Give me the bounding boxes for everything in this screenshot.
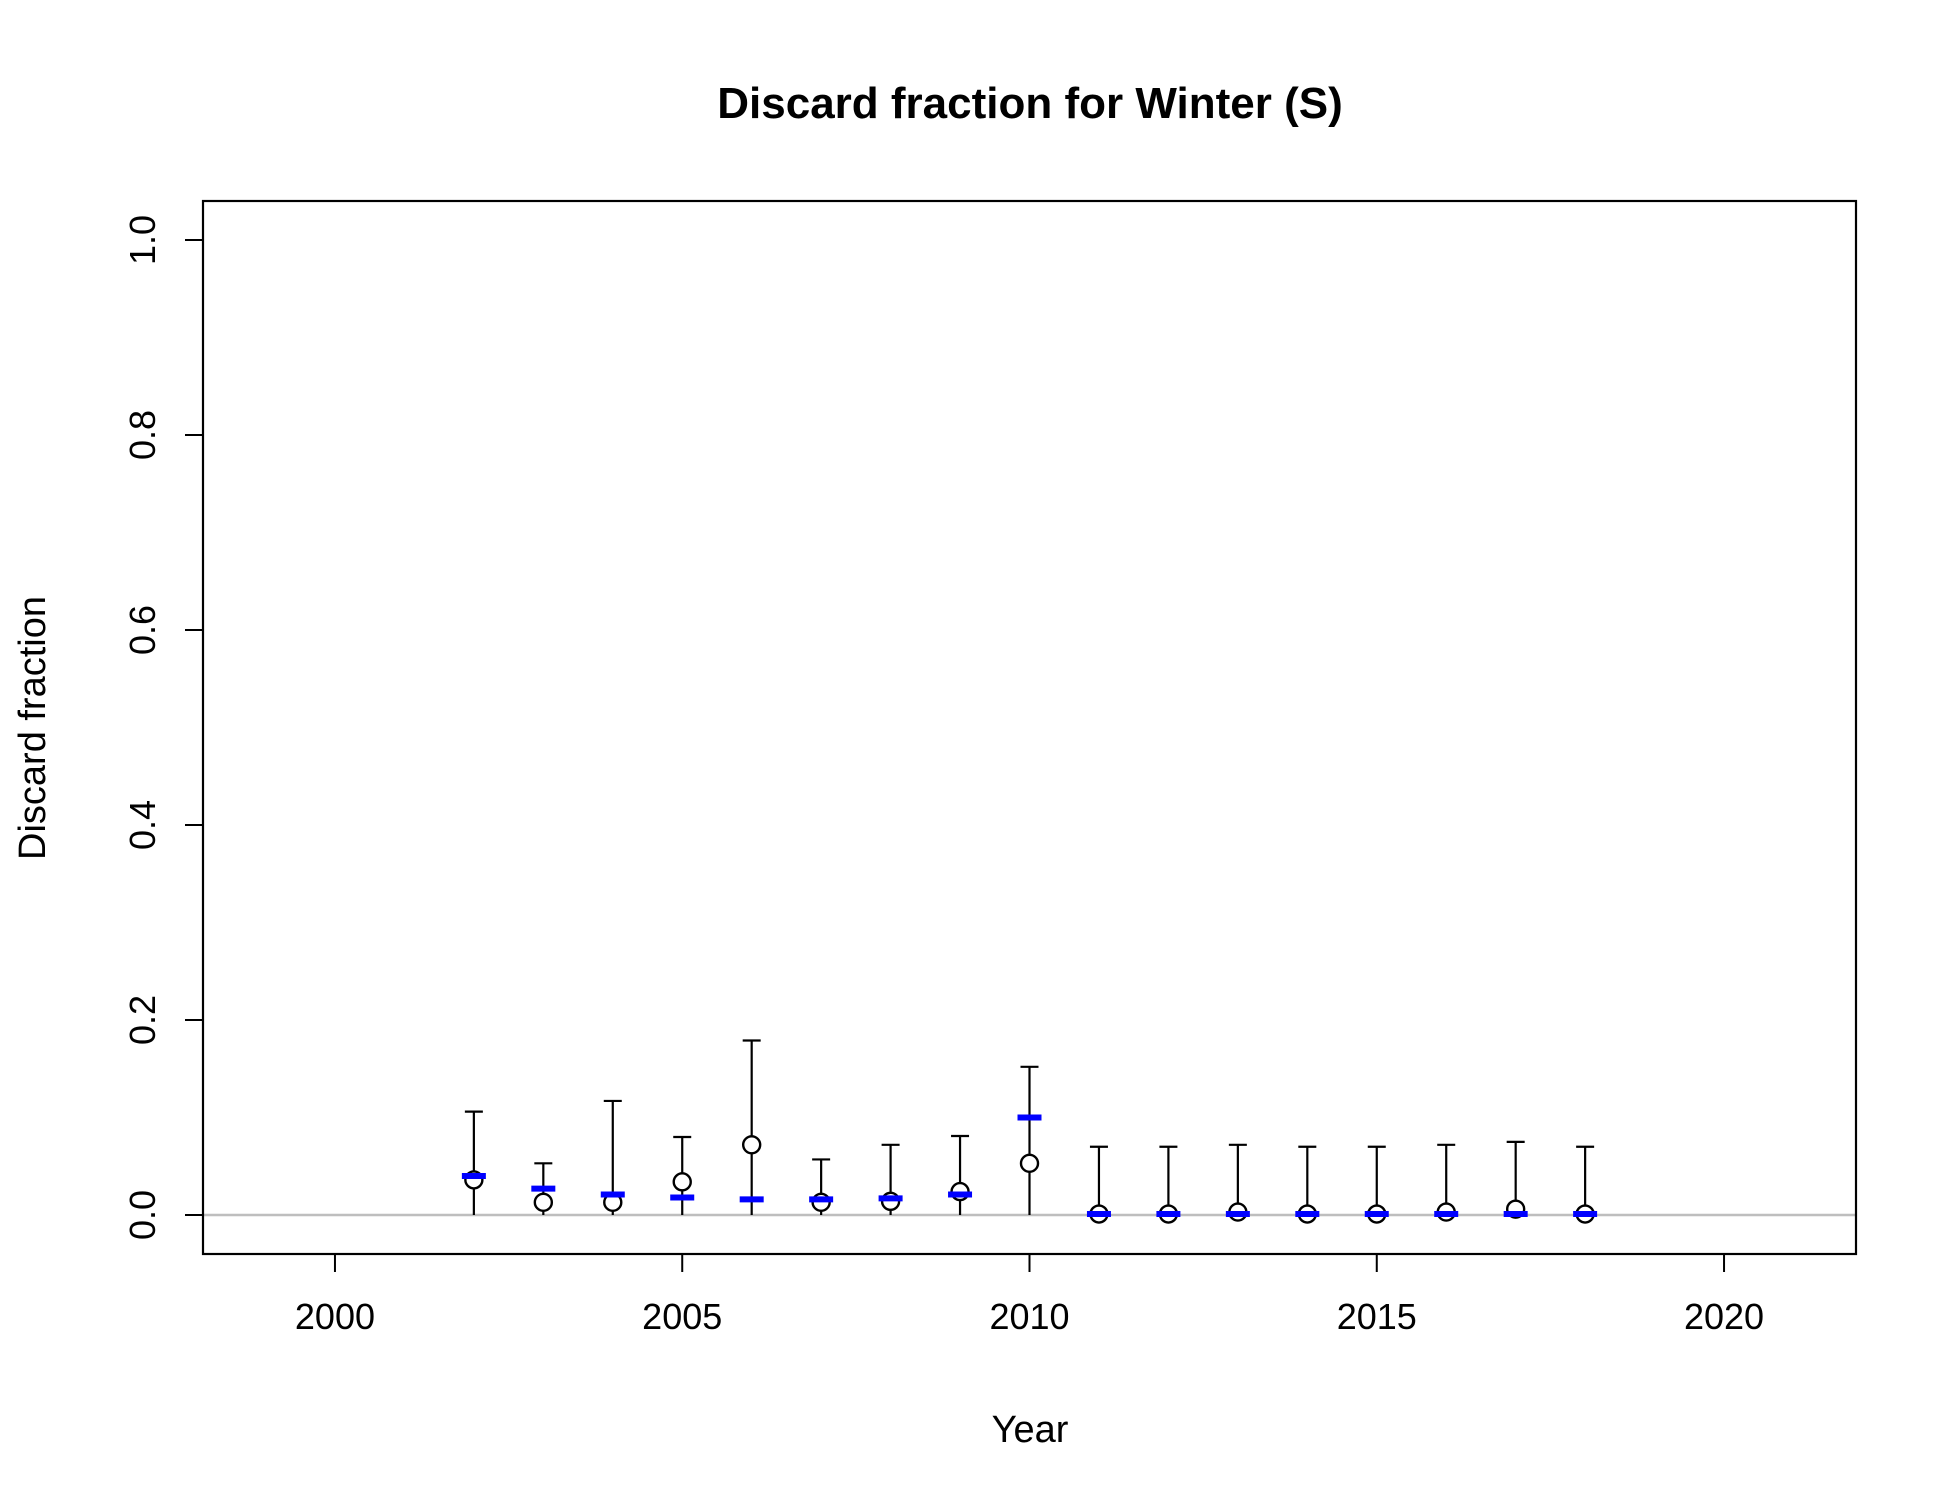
x-tick-label: 2015 (1337, 1296, 1417, 1337)
observed-point (672, 1172, 692, 1192)
y-axis-label: Discard fraction (12, 596, 54, 860)
y-tick-label: 0.2 (122, 995, 163, 1045)
plot-area-border (201, 199, 1858, 1256)
chart-title: Discard fraction for Winter (S) (717, 79, 1342, 128)
error-bars (464, 1039, 1595, 1215)
expected-marks (461, 1114, 1598, 1218)
y-tick-label: 0.4 (122, 800, 163, 850)
x-tick-label: 2010 (989, 1296, 1069, 1337)
x-axis-label: Year (992, 1409, 1069, 1451)
y-tick-label: 0.0 (122, 1190, 163, 1240)
x-tick-label: 2020 (1684, 1296, 1764, 1337)
observed-point (741, 1135, 762, 1155)
y-axis: 0.0 0.2 0.4 0.6 0.8 1.0 (122, 215, 203, 1240)
y-tick-label: 0.6 (122, 605, 163, 655)
y-tick-label: 1.0 (122, 215, 163, 265)
x-tick-label: 2005 (642, 1296, 722, 1337)
observed-point (533, 1192, 554, 1213)
x-tick-label: 2000 (295, 1296, 375, 1337)
observed-point (1019, 1153, 1040, 1174)
x-axis: 2000 2005 2010 2015 2020 (295, 1254, 1764, 1337)
y-tick-label: 0.8 (122, 410, 163, 460)
